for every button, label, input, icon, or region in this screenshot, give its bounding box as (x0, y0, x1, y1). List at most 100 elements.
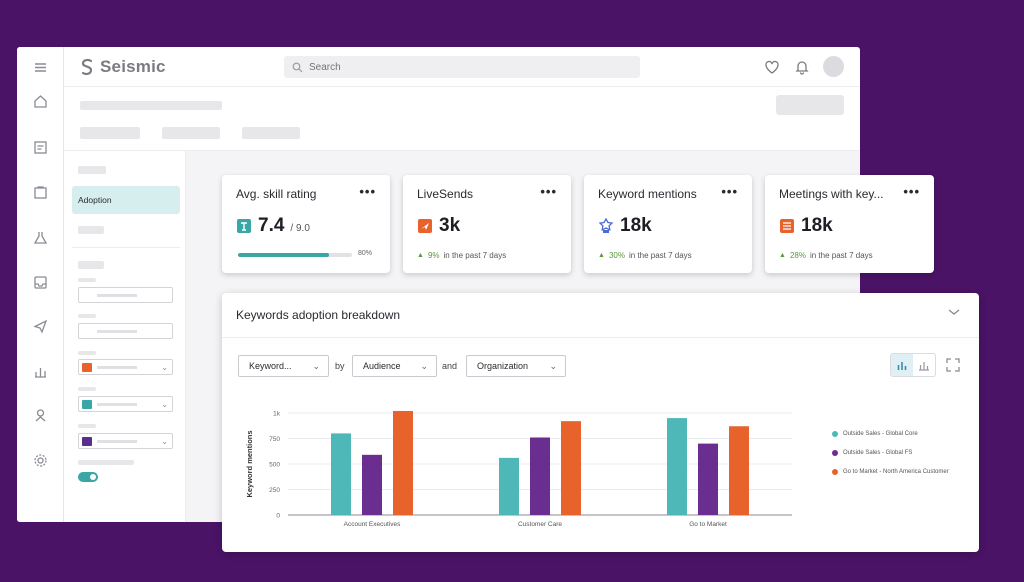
legend-item[interactable]: Outside Sales - Global FS (832, 449, 952, 457)
select-value: Keyword... (249, 361, 292, 371)
x-tick-label: Go to Market (689, 521, 727, 528)
y-axis-label: Keyword mentions (245, 430, 254, 497)
toggle-switch[interactable] (78, 472, 98, 482)
analytics-icon[interactable] (32, 363, 49, 380)
kpi-trend: ▲ 30% in the past 7 days (598, 251, 692, 260)
divider (72, 247, 180, 248)
audience-select[interactable]: Audience ⌄ (352, 355, 437, 377)
chevron-down-icon[interactable] (947, 305, 961, 319)
kpi-value-row: 3k (417, 215, 460, 237)
subnav-item-label: Adoption (78, 195, 112, 205)
page-title-placeholder (80, 101, 222, 110)
legend-swatch (832, 469, 838, 475)
bar (729, 426, 749, 515)
kpi-card-keyword-mentions: Keyword mentions ••• 18k ▲ 30% in the pa… (584, 175, 752, 273)
send-icon[interactable] (32, 318, 49, 335)
more-options-icon[interactable]: ••• (359, 184, 376, 199)
skill-badge-icon (237, 219, 251, 233)
connector-by: by (335, 361, 345, 371)
bar-chart-view-button[interactable] (891, 354, 913, 376)
folder-icon[interactable] (32, 184, 49, 201)
trend-percent: 30% (608, 251, 625, 260)
search-bar[interactable] (284, 56, 640, 78)
trend-period: in the past 7 days (628, 251, 692, 260)
avatar[interactable] (823, 56, 844, 77)
chart-legend: Outside Sales - Global Core Outside Sales… (832, 430, 952, 487)
kpi-card-skill-rating: Avg. skill rating ••• 7.4 / 9.0 80% (222, 175, 390, 273)
subnav-item-placeholder[interactable] (78, 226, 104, 234)
kpi-title: Avg. skill rating (236, 187, 317, 201)
stacked-chart-icon (919, 362, 929, 371)
filter-dropdown-orange[interactable]: ⌄ (78, 359, 173, 375)
chevron-down-icon: ⌄ (549, 360, 557, 371)
kpi-value-row: 18k (779, 215, 833, 237)
select-value: Organization (477, 361, 529, 371)
tab-placeholder-1[interactable] (80, 127, 140, 139)
more-options-icon[interactable]: ••• (540, 184, 557, 199)
color-swatch (82, 363, 92, 372)
menu-icon[interactable] (32, 59, 49, 76)
kpi-title: Keyword mentions (598, 187, 697, 201)
color-swatch (82, 400, 92, 409)
bar (393, 410, 413, 515)
kpi-value-row: 7.4 / 9.0 (236, 215, 310, 237)
kpi-card-livesends: LiveSends ••• 3k ▲ 9% in the past 7 days (403, 175, 571, 273)
more-options-icon[interactable]: ••• (903, 184, 920, 199)
trend-percent: 28% (789, 251, 806, 260)
subnav-item-adoption[interactable]: Adoption (72, 186, 180, 214)
inbox-icon[interactable] (32, 274, 49, 291)
legend-item[interactable]: Outside Sales - Global Core (832, 430, 952, 438)
filter-label-placeholder (78, 351, 96, 355)
expand-icon[interactable] (946, 358, 960, 372)
connector-and: and (442, 361, 458, 371)
content-icon[interactable] (32, 139, 49, 156)
flask-icon[interactable] (32, 229, 49, 246)
tab-placeholder-2[interactable] (162, 127, 220, 139)
y-tick-label: 750 (269, 436, 280, 443)
organization-select[interactable]: Organization ⌄ (466, 355, 566, 377)
legend-item[interactable]: Go to Market - North America Customer (832, 468, 952, 476)
filter-field-2[interactable] (78, 323, 173, 339)
keyword-select[interactable]: Keyword... ⌄ (238, 355, 329, 377)
logo[interactable]: Seismic (80, 57, 166, 77)
filter-label-placeholder (78, 314, 96, 318)
keywords-adoption-panel: Keywords adoption breakdown Keyword... ⌄ … (222, 293, 979, 552)
subnav-heading-placeholder (78, 166, 106, 174)
settings-icon[interactable] (32, 452, 49, 469)
divider (222, 337, 979, 338)
stacked-chart-view-button[interactable] (913, 354, 935, 376)
header-action-placeholder[interactable] (776, 95, 844, 115)
kpi-max: / 9.0 (290, 223, 310, 234)
panel-title: Keywords adoption breakdown (236, 308, 401, 322)
progress-fill (238, 253, 330, 257)
progress-label: 80% (358, 250, 373, 257)
filter-dropdown-purple[interactable]: ⌄ (78, 433, 173, 449)
filter-dropdown-teal[interactable]: ⌄ (78, 396, 173, 412)
filter-field-1[interactable] (78, 287, 173, 303)
search-icon (292, 62, 303, 72)
trend-percent: 9% (427, 251, 440, 260)
trend-up-icon: ▲ (779, 252, 786, 259)
y-tick-label: 250 (269, 487, 280, 494)
chevron-down-icon: ⌄ (161, 363, 168, 372)
kpi-value: 18k (620, 215, 652, 236)
x-tick-label: Customer Care (518, 521, 562, 528)
filter-label-placeholder (78, 424, 96, 428)
kpi-trend: ▲ 9% in the past 7 days (417, 251, 506, 260)
trend-period: in the past 7 days (443, 251, 507, 260)
training-icon[interactable] (32, 407, 49, 424)
y-tick-label: 500 (269, 462, 280, 469)
search-input[interactable] (309, 61, 609, 73)
home-icon[interactable] (32, 93, 49, 110)
keywords-bar-chart: 0 250 500 750 1k Keyword mentions Account Exec… (245, 410, 792, 528)
kpi-title: Meetings with key... (779, 187, 884, 201)
legend-label: Outside Sales - Global Core (843, 431, 918, 437)
tab-placeholder-3[interactable] (242, 127, 300, 139)
more-options-icon[interactable]: ••• (721, 184, 738, 199)
favorites-heart-icon[interactable] (764, 59, 780, 75)
notifications-bell-icon[interactable] (794, 59, 810, 75)
skill-progress-bar (238, 253, 352, 257)
meetings-icon (780, 219, 794, 233)
kpi-value: 3k (439, 215, 461, 236)
legend-swatch (832, 450, 838, 456)
